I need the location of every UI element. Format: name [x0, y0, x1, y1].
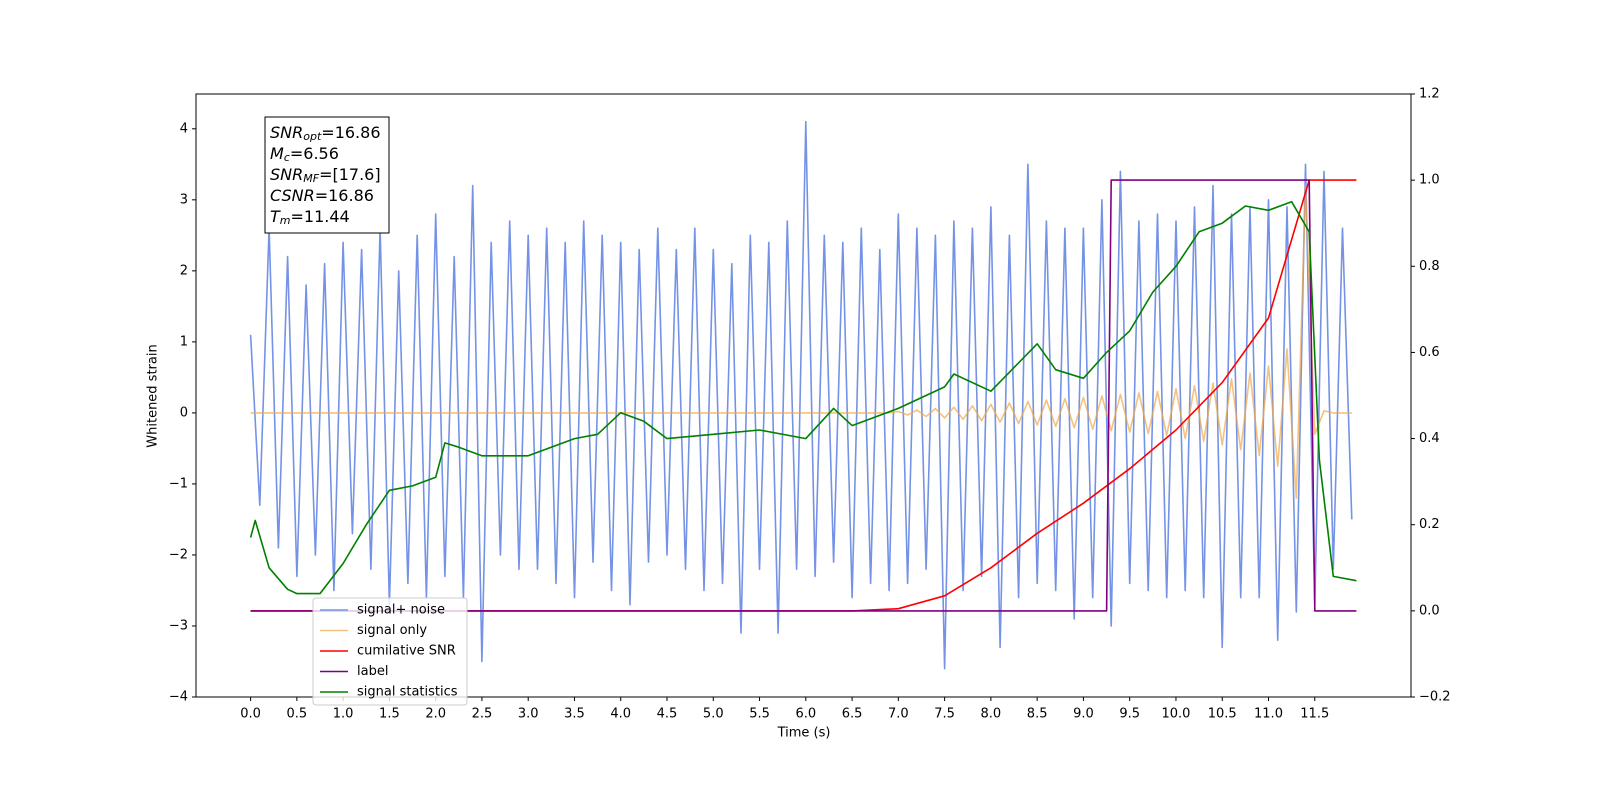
y-tick-label: 4 [180, 121, 188, 136]
x-tick-label: 4.5 [657, 707, 678, 722]
legend-label: signal statistics [357, 685, 458, 700]
x-tick-label: 5.5 [749, 707, 770, 722]
series-line [250, 179, 1357, 612]
series-line [249, 120, 1353, 670]
legend-label: signal+ noise [357, 603, 445, 618]
annotation-line: SNRMF=[17.6] [270, 165, 381, 186]
series-line [250, 184, 1352, 499]
x-tick-label: 2.0 [425, 707, 446, 722]
x-tick-label: 7.5 [934, 707, 955, 722]
annotation-line: Tm=11.44 [270, 207, 350, 228]
annotation-line: SNRopt=16.86 [270, 123, 381, 144]
x-tick-label: 7.0 [888, 707, 909, 722]
x-tick-label: 3.0 [518, 707, 539, 722]
x-tick-label: 9.5 [1119, 707, 1140, 722]
y2-tick-label: 0.8 [1419, 259, 1440, 274]
x-tick-label: 8.5 [1027, 707, 1048, 722]
x-tick-label: 1.0 [333, 707, 354, 722]
x-tick-label: 11.5 [1300, 707, 1329, 722]
annotation-line: Mc=6.56 [270, 144, 339, 165]
annotation: SNRopt=16.86Mc=6.56SNRMF=[17.6]CSNR=16.8… [264, 116, 390, 234]
series-line [250, 179, 1357, 612]
annotation-base: SNR [270, 123, 303, 142]
plot-lines [249, 120, 1357, 670]
annotation-base: CSNR [270, 186, 315, 205]
y-tick-label: −3 [169, 618, 188, 633]
annotation-rest: =16.86 [321, 123, 380, 142]
series-line [249, 200, 1357, 595]
x-tick-label: 0.5 [287, 707, 308, 722]
annotation-base: T [270, 207, 281, 226]
x-tick-label: 3.5 [564, 707, 585, 722]
annotation-base: SNR [270, 165, 303, 184]
legend-label: signal only [357, 623, 427, 638]
y-tick-label: 3 [180, 192, 188, 207]
y-tick-label: −4 [169, 690, 188, 705]
x-tick-label: 8.0 [981, 707, 1002, 722]
x-tick-label: 10.0 [1161, 707, 1190, 722]
y2-tick-label: 1.2 [1419, 87, 1440, 102]
x-axis-label: Time (s) [777, 726, 831, 741]
y2-tick-label: 0.4 [1419, 431, 1440, 446]
annotation-base: M [270, 144, 284, 163]
y2-tick-label: 0.0 [1419, 603, 1440, 618]
x-tick-label: 10.5 [1208, 707, 1237, 722]
annotation-rest: =11.44 [291, 207, 350, 226]
y-tick-label: −2 [169, 547, 188, 562]
x-tick-label: 6.5 [842, 707, 863, 722]
x-tick-label: 5.0 [703, 707, 724, 722]
annotation-sub: m [280, 214, 291, 227]
legend-label: cumilative SNR [357, 644, 456, 659]
legend-box [312, 597, 468, 706]
annotation-sub: c [284, 151, 290, 164]
x-tick-label: 1.5 [379, 707, 400, 722]
annotation-line: CSNR=16.86 [270, 186, 374, 205]
legend-label: label [357, 664, 388, 679]
x-tick-label: 4.0 [610, 707, 631, 722]
annotation-sub: MF [303, 172, 319, 185]
y2-tick-label: 1.0 [1419, 173, 1440, 188]
y2-tick-label: 0.6 [1419, 345, 1440, 360]
annotation-rest: =[17.6] [319, 165, 381, 184]
x-tick-label: 0.0 [240, 707, 261, 722]
legend: signal+ noise signal only cumilative SNR la… [312, 597, 468, 706]
x-tick-label: 11.0 [1254, 707, 1283, 722]
plot-frame [195, 93, 1412, 698]
y2-tick-label: 0.2 [1419, 517, 1440, 532]
annotation-rest: =6.56 [290, 144, 339, 163]
annotation-rest: =16.86 [315, 186, 374, 205]
y-tick-label: 0 [180, 405, 188, 420]
x-tick-label: 9.0 [1073, 707, 1094, 722]
annotation-box [264, 116, 390, 234]
annotation-sub: opt [303, 130, 322, 143]
y-tick-label: −1 [169, 476, 188, 491]
y-axis-label: Whitened strain [146, 344, 161, 447]
x-tick-label: 6.0 [795, 707, 816, 722]
x-tick-label: 2.5 [472, 707, 493, 722]
y2-tick-label: −0.2 [1419, 690, 1451, 705]
y-tick-label: 2 [180, 263, 188, 278]
y-tick-label: 1 [180, 334, 188, 349]
